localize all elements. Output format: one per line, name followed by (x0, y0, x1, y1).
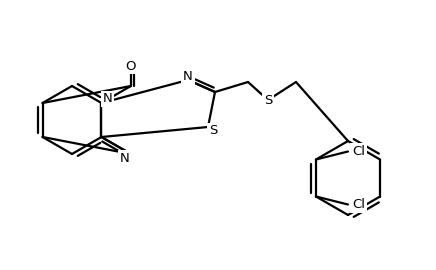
Text: S: S (209, 124, 217, 137)
Text: Cl: Cl (352, 145, 365, 158)
Text: S: S (264, 93, 272, 106)
Text: O: O (126, 59, 136, 73)
Text: N: N (102, 93, 112, 106)
Text: N: N (183, 70, 193, 83)
Text: Cl: Cl (352, 198, 365, 211)
Text: N: N (120, 151, 130, 164)
